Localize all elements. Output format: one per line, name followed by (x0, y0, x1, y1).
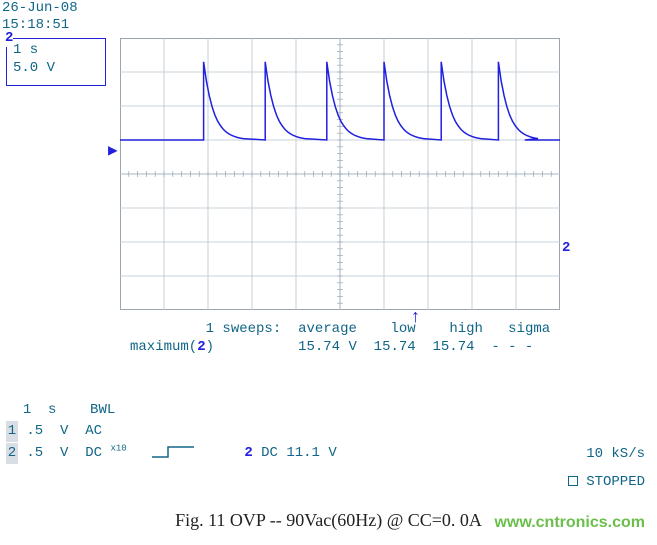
channel-right-label: 2 (562, 240, 570, 256)
coupling-step-icon (152, 444, 194, 460)
ground-marker-icon: ▶ (108, 140, 118, 160)
measurement-stats: 1 sweeps: average low high sigma maximum… (130, 320, 550, 356)
stop-indicator-icon (568, 476, 578, 486)
watermark: www.cntronics.com (494, 514, 645, 532)
date: 26-Jun-08 (2, 0, 78, 17)
sample-rate: 10 kS/s (586, 446, 645, 462)
channel-info-box: 2 1 s 5.0 V (6, 38, 106, 86)
ch2-row: 2 .5 V DC x10 2 DC 11.1 V (6, 445, 337, 461)
stats-row: maximum(2) 15.74 V 15.74 15.74 - - - (130, 339, 533, 355)
channel-id-badge: 2 (5, 29, 13, 47)
acquisition-state: STOPPED (568, 474, 645, 490)
timebase-row: 1 s BWL (6, 402, 115, 418)
channel-settings: 1 s BWL 1 .5 V AC 2 .5 V DC x10 2 DC 11.… (6, 400, 337, 464)
channel-vdiv: 5.0 V (13, 59, 99, 77)
scope-display (120, 38, 560, 310)
ch1-row: 1 .5 V AC (6, 423, 102, 439)
channel-timebase: 1 s (13, 41, 99, 59)
scope-svg (120, 38, 560, 310)
stats-header: 1 sweeps: average low high sigma (130, 321, 550, 337)
